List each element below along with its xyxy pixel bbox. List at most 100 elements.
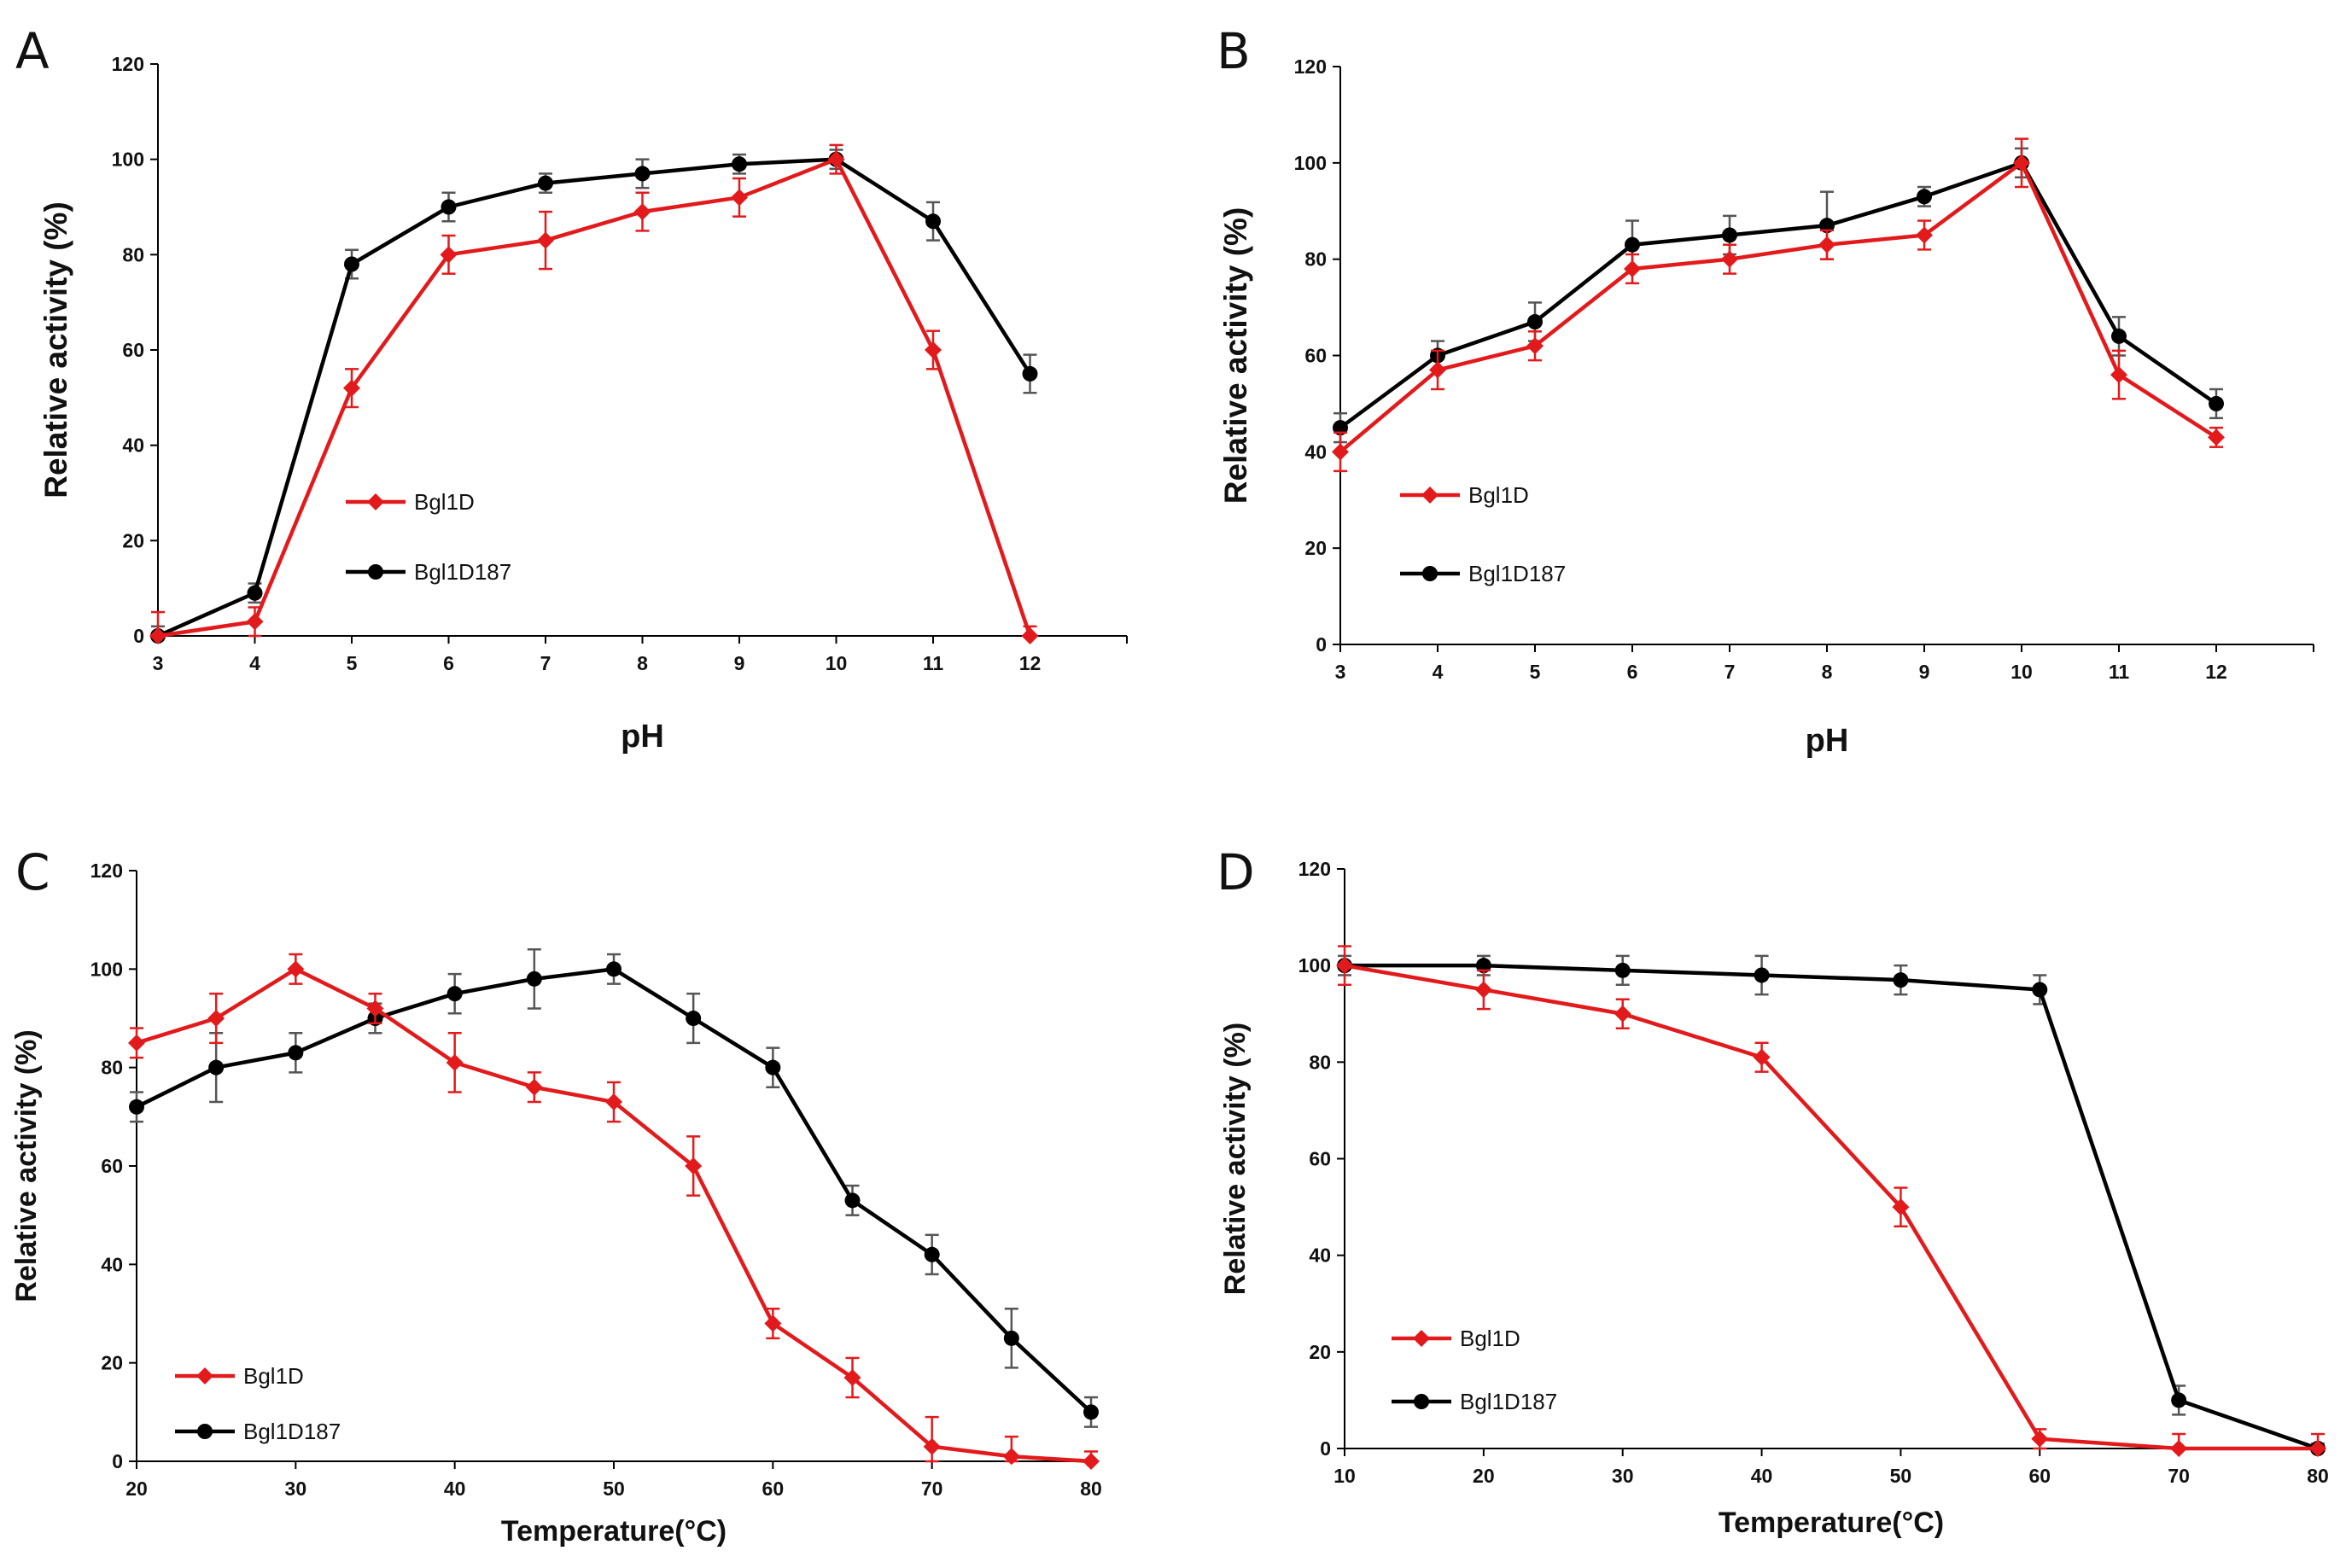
data-point (1429, 361, 1446, 379)
data-point (1083, 1453, 1100, 1470)
series-line (1345, 963, 2319, 1451)
y-tick-label: 20 (1309, 1341, 1331, 1363)
y-tick-label: 80 (122, 243, 144, 265)
data-point (1753, 1048, 1771, 1066)
y-tick-label: 60 (1309, 1148, 1331, 1170)
x-axis-title: pH (621, 719, 664, 755)
x-tick-label: 80 (2307, 1465, 2329, 1487)
x-tick-label: 11 (923, 652, 944, 674)
data-point (924, 1246, 940, 1262)
data-point (1336, 957, 1353, 975)
legend-label: Bgl1D (1468, 482, 1529, 508)
data-point (1818, 236, 1835, 254)
legend-label: Bgl1D187 (1468, 561, 1566, 586)
chart-panel-d: D 0 20 40 60 80 100 120 10 20 30 40 50 60 70 80 Temperat… (1217, 843, 2329, 1539)
data-point (1625, 236, 1640, 253)
x-axis-title: Temperature(°C) (501, 1515, 727, 1548)
data-point (2171, 1392, 2187, 1408)
data-point (2111, 328, 2127, 344)
series-bgl1d187 (129, 948, 1099, 1428)
y-tick-label: 0 (112, 1450, 123, 1472)
legend: Bgl1D Bgl1D187 (1392, 1326, 1557, 1414)
y-tick-label: 100 (1298, 954, 1331, 976)
x-tick-label: 40 (1751, 1465, 1773, 1487)
legend-label: Bgl1D187 (414, 559, 511, 585)
data-point (129, 1099, 144, 1115)
data-point (525, 1078, 543, 1096)
x-tick-label: 10 (826, 652, 848, 674)
panel-letter: C (15, 843, 50, 901)
x-tick-label: 3 (153, 652, 164, 674)
data-point (128, 1034, 145, 1052)
data-point (606, 961, 622, 977)
y-tick-label: 0 (133, 625, 144, 647)
x-tick-label: 80 (1080, 1478, 1102, 1500)
x-tick-label: 6 (1627, 661, 1638, 683)
y-tick-label: 80 (1309, 1051, 1331, 1073)
x-tick-label: 9 (734, 652, 745, 674)
x-tick-label: 30 (1612, 1465, 1634, 1487)
data-point (1624, 259, 1641, 277)
data-point (2110, 366, 2127, 384)
data-point (685, 1157, 703, 1175)
x-axis-title: Temperature(°C) (1719, 1507, 1944, 1539)
series-bgl1d187 (150, 149, 1038, 644)
panel-letter: B (1217, 22, 1251, 80)
x-tick-label: 5 (1530, 661, 1541, 683)
data-point (1526, 337, 1544, 355)
data-point (2170, 1440, 2188, 1457)
data-point (1021, 627, 1039, 644)
data-point (923, 1437, 941, 1455)
data-point (1003, 1330, 1019, 1346)
x-tick-label: 6 (443, 652, 454, 674)
y-axis-title: Relative activity (%) (1218, 207, 1253, 504)
data-point (843, 1368, 861, 1386)
x-tick-label: 9 (1919, 661, 1930, 683)
y-tick-label: 40 (101, 1253, 123, 1275)
data-point (446, 986, 463, 1002)
x-tick-label: 40 (444, 1478, 466, 1500)
y-tick-label: 40 (1304, 440, 1327, 463)
x-tick-label: 7 (540, 652, 551, 674)
y-tick-label: 20 (1304, 537, 1327, 559)
x-tick-label: 30 (285, 1478, 307, 1500)
legend-marker (1421, 487, 1439, 504)
y-tick-label: 100 (90, 958, 123, 980)
data-point (1083, 1404, 1099, 1420)
chart-panel-b: B 0 20 40 60 80 100 120 3 4 5 6 7 8 9 10 11 12 pH Relative … (1217, 22, 2314, 759)
y-axis-title: Relative activity (%) (10, 1029, 43, 1302)
y-tick-label: 100 (1294, 152, 1327, 174)
y-tick-label: 120 (1298, 858, 1331, 880)
legend: Bgl1D Bgl1D187 (1400, 482, 1566, 586)
series-line (1339, 160, 2218, 454)
data-point (633, 203, 651, 221)
y-tick-label: 60 (1304, 345, 1327, 367)
legend: Bgl1D Bgl1D187 (346, 489, 511, 585)
legend-label: Bgl1D187 (1460, 1389, 1557, 1414)
legend-marker (1422, 566, 1438, 581)
x-tick-label: 70 (2168, 1465, 2190, 1487)
data-point (1916, 226, 1933, 244)
data-point (526, 971, 542, 987)
legend-marker (368, 564, 383, 580)
data-point (287, 960, 305, 978)
legend-marker (197, 1424, 213, 1439)
y-tick-label: 20 (122, 529, 144, 551)
data-point (288, 1045, 304, 1061)
series-bgl1d (128, 953, 1100, 1470)
series-bgl1d187 (1333, 147, 2224, 444)
x-tick-label: 70 (921, 1478, 943, 1500)
x-tick-label: 4 (1433, 661, 1444, 683)
y-tick-label: 40 (122, 434, 144, 457)
x-tick-label: 20 (125, 1478, 148, 1500)
data-point (925, 341, 942, 358)
y-tick-label: 60 (122, 339, 144, 361)
legend-label: Bgl1D (243, 1363, 304, 1389)
legend-label: Bgl1D (1460, 1326, 1520, 1351)
data-point (732, 156, 747, 172)
y-tick-label: 0 (1316, 633, 1327, 656)
legend-marker (1413, 1330, 1430, 1347)
data-point (1002, 1448, 1020, 1466)
